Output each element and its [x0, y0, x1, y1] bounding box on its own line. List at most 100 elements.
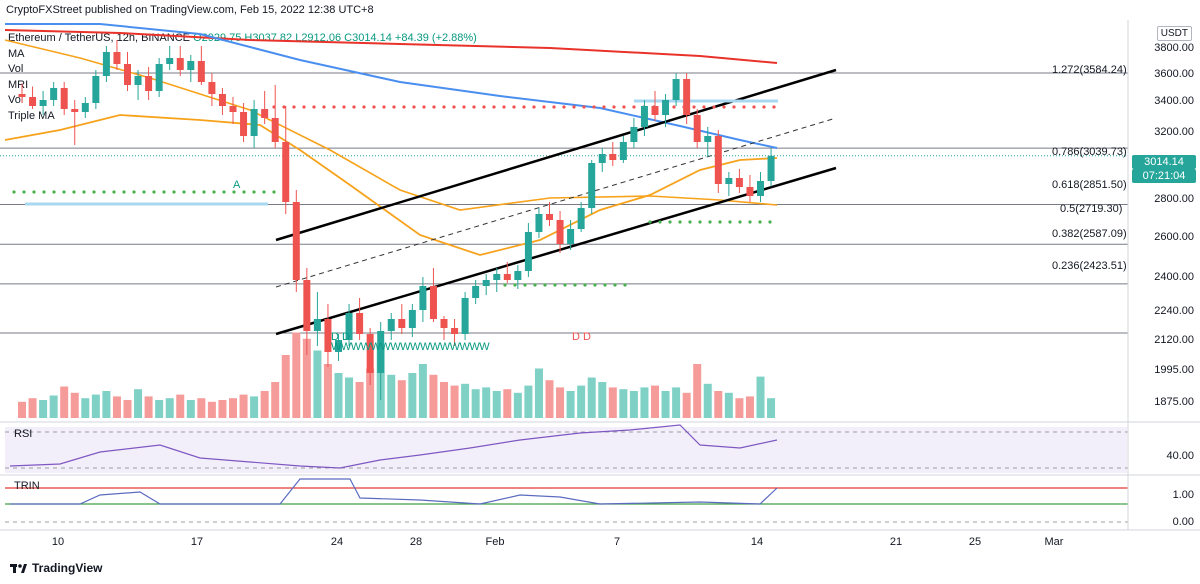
candle	[92, 70, 100, 109]
volume-bar	[334, 373, 343, 418]
candle-body	[630, 127, 638, 142]
resistance-dots	[382, 105, 386, 109]
support-dots	[222, 190, 226, 194]
ma-50-line	[4, 39, 778, 211]
candle	[240, 103, 248, 142]
resistance-dots	[592, 105, 596, 109]
trin-axis-label: 0.00	[1172, 516, 1194, 528]
price-axis-label: 2120.00	[1154, 334, 1194, 346]
candle-body	[134, 76, 142, 85]
volume-bar	[366, 368, 375, 418]
support-dots	[668, 220, 672, 224]
indicator-mri[interactable]: MRI	[8, 78, 29, 91]
resistance-dots	[522, 105, 526, 109]
support-dots	[623, 283, 627, 287]
candle	[18, 83, 26, 103]
candle	[81, 97, 89, 118]
candle-body	[292, 202, 300, 280]
candle-body	[208, 82, 216, 94]
support-dots	[738, 220, 742, 224]
time-axis-label: 21	[889, 536, 903, 548]
volume-bar	[218, 400, 227, 418]
candle	[356, 298, 364, 340]
indicator-vol[interactable]: Vol	[8, 63, 24, 75]
volume-bar	[418, 364, 427, 418]
resistance-dots	[532, 105, 536, 109]
candle-body	[218, 94, 226, 106]
candle	[145, 67, 153, 100]
candle-body	[377, 331, 385, 373]
currency-selector[interactable]: USDT	[1156, 26, 1192, 41]
trin-label[interactable]: TRIN	[14, 480, 40, 492]
candle	[524, 223, 532, 277]
support-dots	[262, 190, 266, 194]
resistance-dots	[392, 105, 396, 109]
candle-body	[535, 214, 543, 232]
candle	[588, 160, 596, 214]
candle-body	[714, 136, 722, 184]
rsi-band	[5, 427, 1127, 473]
resistance-dots	[582, 105, 586, 109]
pane-separators	[0, 20, 1200, 531]
volume-bar	[39, 400, 48, 418]
indicator-ma[interactable]: MA	[8, 47, 25, 60]
candle	[102, 46, 110, 82]
support-dots	[533, 283, 537, 287]
price-axis-label: 2600.00	[1154, 231, 1194, 243]
candle	[345, 304, 353, 346]
volume-bar	[450, 385, 459, 418]
candle-body	[366, 334, 374, 373]
candle	[50, 82, 58, 106]
tradingview-logo-icon	[10, 564, 27, 573]
volume-bar	[661, 391, 670, 418]
rsi-line	[9, 424, 778, 469]
resistance-dots	[562, 105, 566, 109]
candle	[292, 190, 300, 292]
volume-bar	[640, 387, 649, 418]
resistance-dots	[722, 105, 726, 109]
candle-body	[757, 181, 764, 196]
volume-bar	[534, 368, 543, 418]
candle-body	[345, 313, 353, 340]
candle-body	[725, 178, 733, 184]
volume-bar	[387, 374, 396, 418]
support-dots	[112, 190, 116, 194]
resistance-dots	[412, 105, 416, 109]
volume-bar	[714, 391, 723, 418]
resistance-dots	[402, 105, 406, 109]
candle-body	[18, 94, 26, 97]
candle	[335, 334, 342, 361]
candle-body	[567, 229, 575, 244]
candle-body	[60, 88, 68, 109]
candle-body	[735, 178, 743, 187]
volume-bar	[144, 396, 153, 418]
price-axis-label: 1995.00	[1154, 364, 1194, 376]
rsi-label[interactable]: RSI	[14, 428, 33, 440]
volume-bar	[577, 385, 586, 418]
volume-bar	[186, 400, 195, 418]
support-dots	[22, 190, 26, 194]
rsi-axis-label: 40.00	[1166, 450, 1194, 462]
candle	[535, 208, 543, 238]
candle	[387, 313, 395, 340]
w-signal-green: WWWWWWWWWWWWWWWW	[331, 341, 490, 353]
volume-bar	[524, 385, 533, 418]
resistance-dots	[452, 105, 456, 109]
candle	[39, 91, 47, 115]
footer-brand[interactable]: TradingView	[10, 561, 102, 575]
support-dots	[523, 283, 527, 287]
resistance-dots	[482, 105, 486, 109]
volume-bar	[735, 398, 744, 418]
time-axis-label: 28	[409, 536, 423, 548]
support-dots	[162, 190, 166, 194]
volume-bar	[70, 392, 79, 418]
volume-bar	[608, 387, 617, 418]
candle	[598, 148, 606, 172]
candle	[619, 136, 627, 163]
ma-20-line	[4, 114, 778, 256]
candle	[218, 88, 226, 115]
candle-body	[683, 79, 691, 115]
candle	[166, 46, 174, 70]
candle	[577, 202, 585, 232]
